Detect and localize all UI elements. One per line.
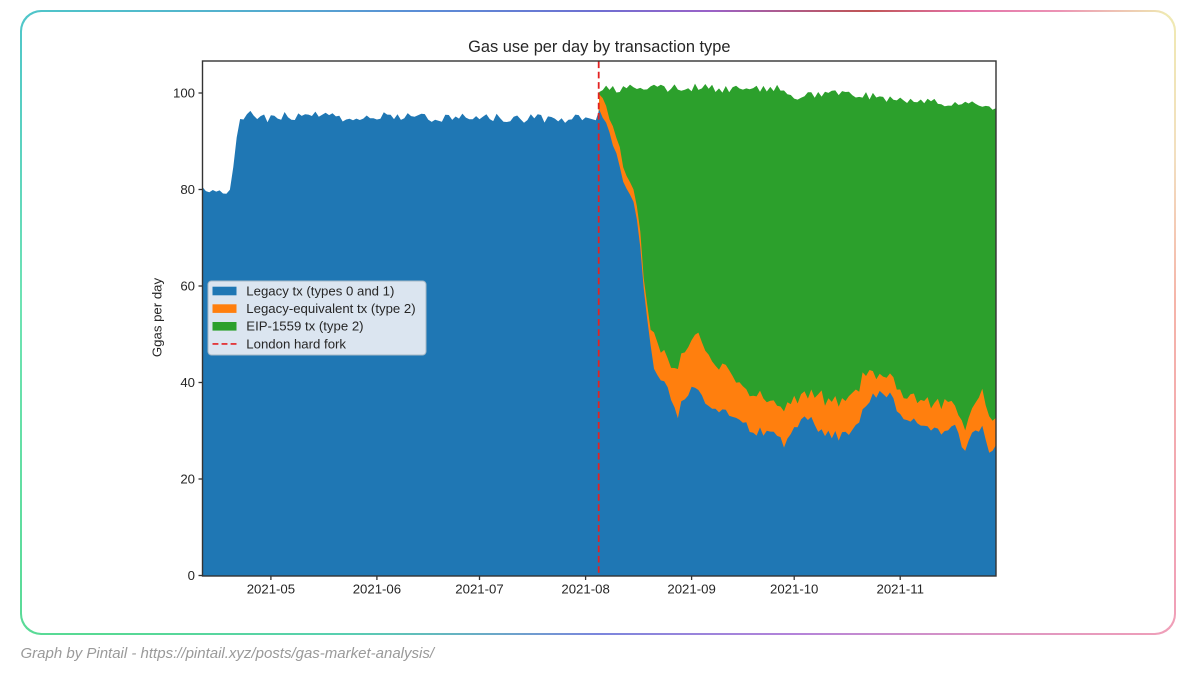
svg-text:2021-09: 2021-09	[667, 582, 715, 597]
svg-text:Legacy-equivalent tx (type 2): Legacy-equivalent tx (type 2)	[246, 301, 415, 316]
svg-text:100: 100	[173, 85, 195, 100]
svg-text:0: 0	[188, 568, 195, 583]
svg-text:60: 60	[180, 278, 195, 293]
svg-text:Gas use per day by transaction: Gas use per day by transaction type	[468, 38, 730, 56]
svg-text:2021-08: 2021-08	[561, 582, 609, 597]
svg-text:London hard fork: London hard fork	[246, 336, 346, 351]
svg-text:Legacy tx (types 0 and 1): Legacy tx (types 0 and 1)	[246, 283, 394, 298]
svg-text:2021-07: 2021-07	[455, 582, 503, 597]
svg-text:EIP-1559 tx (type 2): EIP-1559 tx (type 2)	[246, 319, 363, 334]
svg-text:2021-11: 2021-11	[876, 582, 923, 597]
svg-text:2021-05: 2021-05	[247, 582, 295, 597]
svg-text:20: 20	[180, 471, 195, 486]
svg-text:80: 80	[180, 182, 195, 197]
svg-text:Ggas per day: Ggas per day	[150, 278, 165, 358]
svg-text:2021-06: 2021-06	[353, 582, 401, 597]
svg-text:2021-10: 2021-10	[770, 582, 818, 597]
svg-text:40: 40	[180, 375, 195, 390]
